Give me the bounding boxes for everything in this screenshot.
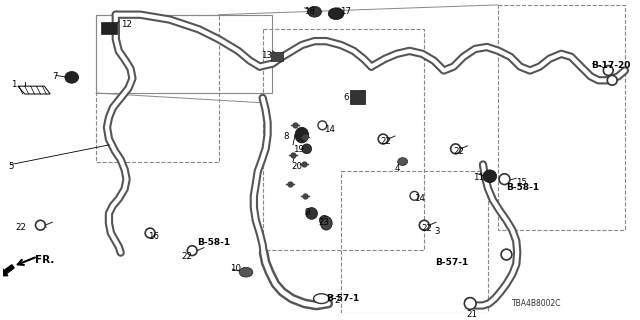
Text: 22: 22 [454, 147, 465, 156]
Bar [262, 29, 424, 250]
Circle shape [604, 66, 613, 76]
Bar [96, 15, 219, 162]
Circle shape [378, 134, 388, 144]
Text: 14: 14 [324, 125, 335, 134]
Circle shape [499, 174, 510, 185]
Ellipse shape [321, 216, 332, 230]
Text: 13: 13 [260, 51, 272, 60]
Text: 9: 9 [305, 208, 310, 217]
Text: 18: 18 [304, 7, 315, 16]
Polygon shape [18, 86, 50, 94]
Text: 17: 17 [340, 7, 351, 16]
Text: 15: 15 [516, 178, 527, 187]
Bar [271, 52, 284, 61]
Ellipse shape [483, 170, 497, 183]
Text: 2: 2 [334, 296, 340, 305]
Text: 22: 22 [181, 252, 193, 260]
Circle shape [35, 220, 45, 230]
Bar [498, 5, 625, 230]
Ellipse shape [314, 294, 329, 303]
Ellipse shape [302, 144, 312, 154]
FancyArrow shape [1, 265, 14, 276]
Ellipse shape [239, 267, 253, 277]
Text: 5: 5 [8, 162, 13, 171]
Circle shape [451, 144, 460, 154]
Ellipse shape [308, 6, 321, 17]
Text: 8: 8 [284, 132, 289, 141]
Text: 16: 16 [148, 232, 159, 241]
Bar [341, 171, 488, 313]
Ellipse shape [295, 127, 308, 143]
Text: 4: 4 [395, 164, 401, 172]
Circle shape [145, 228, 155, 238]
Circle shape [188, 246, 197, 256]
Text: TBA4B8002C: TBA4B8002C [513, 299, 562, 308]
Circle shape [318, 121, 327, 130]
Text: 22: 22 [15, 223, 26, 232]
Circle shape [465, 298, 476, 309]
Text: B-58-1: B-58-1 [506, 183, 540, 192]
Text: B-58-1: B-58-1 [197, 238, 230, 247]
Text: 1: 1 [11, 80, 17, 89]
Text: 10: 10 [230, 264, 241, 273]
Ellipse shape [328, 8, 344, 20]
Text: 3: 3 [434, 227, 440, 236]
Text: 22: 22 [380, 137, 391, 146]
Text: 20: 20 [291, 162, 302, 171]
Circle shape [410, 191, 419, 200]
Text: B-57-1: B-57-1 [326, 294, 360, 303]
Text: B-17-20: B-17-20 [591, 61, 630, 70]
Text: FR.: FR. [35, 255, 54, 265]
Text: 11: 11 [473, 173, 484, 182]
Text: B-57-1: B-57-1 [435, 258, 468, 267]
Ellipse shape [306, 208, 317, 219]
Circle shape [419, 220, 429, 230]
Text: 21: 21 [467, 310, 477, 319]
Ellipse shape [398, 158, 408, 165]
Text: 22: 22 [421, 224, 432, 233]
Text: 12: 12 [121, 20, 132, 28]
Text: 19: 19 [293, 145, 304, 154]
Text: 6: 6 [343, 93, 348, 102]
Text: 7: 7 [52, 72, 58, 82]
Ellipse shape [65, 71, 79, 83]
Text: 14: 14 [415, 194, 426, 203]
Bar [101, 21, 116, 34]
Text: 23: 23 [319, 218, 330, 227]
Bar [350, 90, 365, 104]
Bar [96, 15, 273, 93]
Ellipse shape [319, 215, 329, 225]
Circle shape [607, 76, 617, 85]
Circle shape [501, 249, 512, 260]
